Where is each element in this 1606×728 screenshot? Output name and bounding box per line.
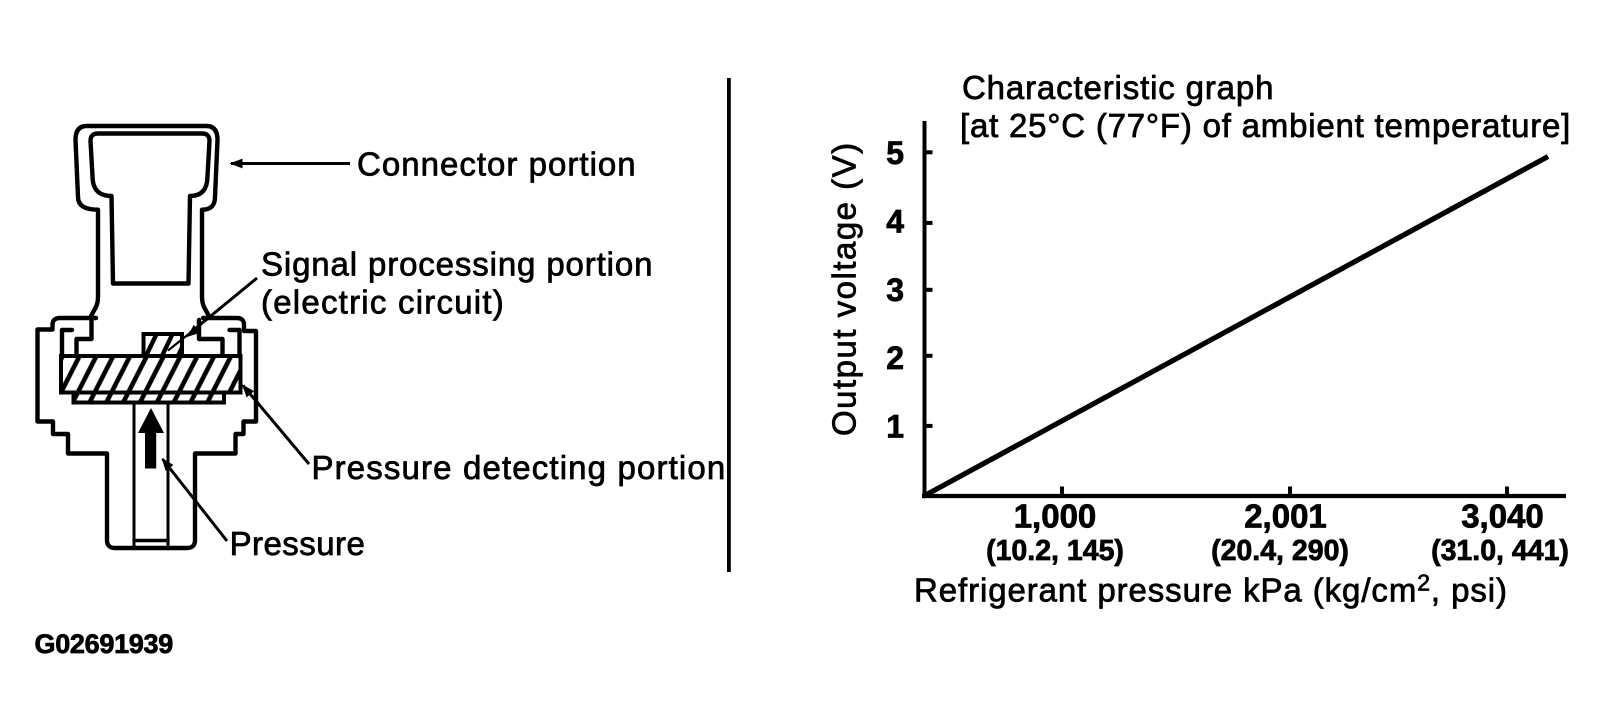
svg-text:5: 5: [886, 135, 904, 171]
svg-text:Refrigerant pressure kPa (kg/c: Refrigerant pressure kPa (kg/cm2, psi): [914, 570, 1508, 609]
svg-text:(31.0, 441): (31.0, 441): [1431, 535, 1569, 567]
svg-text:2,001: 2,001: [1244, 498, 1327, 535]
svg-text:1,000: 1,000: [1014, 498, 1097, 535]
svg-text:4: 4: [886, 204, 904, 240]
svg-text:3: 3: [886, 272, 904, 308]
svg-text:2: 2: [886, 340, 904, 376]
svg-text:Output voltage (V): Output voltage (V): [826, 141, 863, 436]
svg-text:Connector portion: Connector portion: [357, 146, 637, 183]
svg-text:(electric circuit): (electric circuit): [261, 284, 505, 321]
svg-text:(20.4, 290): (20.4, 290): [1211, 535, 1349, 567]
svg-text:Pressure: Pressure: [230, 525, 366, 562]
svg-text:1: 1: [886, 409, 904, 445]
svg-text:Signal processing portion: Signal processing portion: [261, 246, 653, 283]
svg-text:G02691939: G02691939: [35, 629, 174, 659]
svg-text:(10.2, 145): (10.2, 145): [986, 535, 1124, 567]
svg-text:[at 25°C (77°F) of ambient tem: [at 25°C (77°F) of ambient temperature]: [960, 107, 1571, 144]
svg-text:3,040: 3,040: [1461, 498, 1544, 535]
svg-text:Characteristic graph: Characteristic graph: [962, 69, 1274, 106]
svg-text:Pressure detecting portion: Pressure detecting portion: [312, 449, 727, 486]
